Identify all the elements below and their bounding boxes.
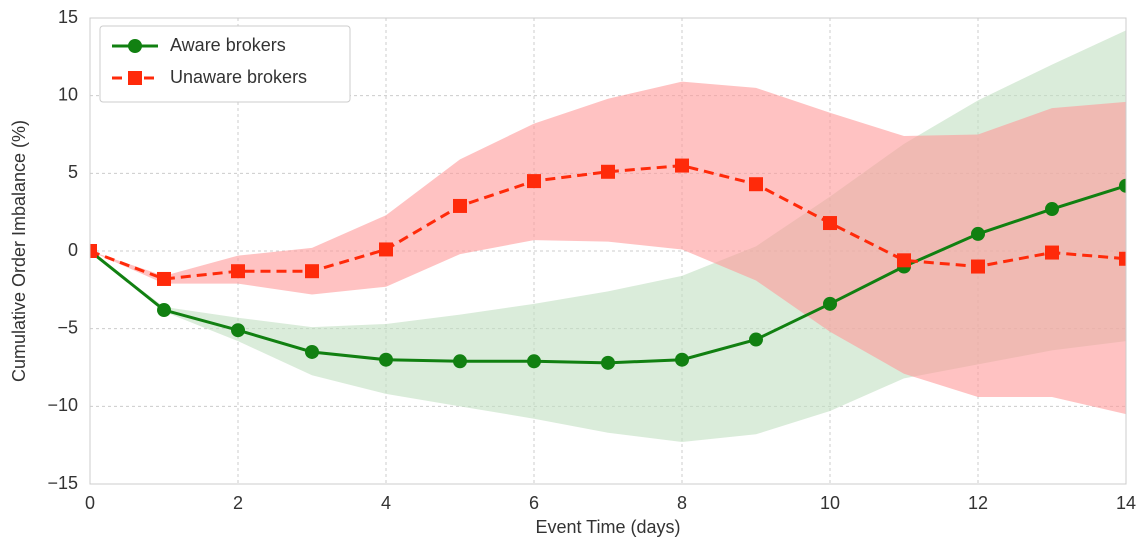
legend-label: Unaware brokers: [170, 67, 307, 87]
legend-box: [99, 25, 351, 103]
legend-label: Aware brokers: [170, 35, 286, 55]
y-axis-label: Cumulative Order Imbalance (%): [9, 120, 29, 382]
marker: [90, 244, 97, 258]
marker: [749, 177, 763, 192]
marker: [453, 198, 467, 213]
y-tick-label: 10: [58, 84, 78, 104]
marker: [971, 226, 985, 241]
y-tick-label: 0: [68, 240, 78, 260]
confidence-band: [90, 81, 1126, 415]
marker: [157, 303, 171, 318]
legend-marker: [128, 71, 142, 85]
series-line: [90, 164, 1126, 281]
marker: [675, 352, 689, 367]
y-tick-label: −10: [47, 395, 78, 415]
marker: [675, 158, 689, 173]
x-tick-label: 2: [233, 493, 243, 513]
x-tick-label: 6: [529, 493, 539, 513]
marker: [749, 332, 763, 347]
marker: [823, 296, 837, 311]
marker: [305, 264, 319, 279]
plot-frame: [89, 17, 1127, 485]
x-tick-label: 12: [968, 493, 988, 513]
marker: [231, 264, 245, 279]
marker: [601, 164, 615, 179]
x-tick-label: 4: [381, 493, 391, 513]
marker: [527, 174, 541, 189]
y-tick-label: −5: [57, 317, 78, 337]
x-tick-label: 8: [677, 493, 687, 513]
x-tick-label: 10: [820, 493, 840, 513]
marker: [1045, 202, 1059, 217]
marker: [527, 354, 541, 369]
legend-marker: [128, 39, 142, 53]
marker: [897, 253, 911, 268]
y-tick-label: 15: [58, 7, 78, 27]
marker: [971, 259, 985, 274]
legend: Aware brokers Unaware brokers: [99, 25, 351, 103]
marker: [1119, 251, 1126, 266]
marker: [305, 344, 319, 359]
x-tick-label: 14: [1116, 493, 1136, 513]
y-tick-label: −15: [47, 473, 78, 493]
marker: [157, 271, 171, 286]
marker: [601, 355, 615, 370]
plot: [90, 30, 1126, 443]
marker: [379, 352, 393, 367]
x-tick-label: 0: [85, 493, 95, 513]
x-axis-label: Event Time (days): [535, 517, 680, 537]
marker: [1119, 178, 1126, 193]
marker: [453, 354, 467, 369]
marker: [1045, 245, 1059, 260]
marker: [231, 323, 245, 338]
marker: [379, 242, 393, 257]
y-tick-label: 5: [68, 162, 78, 182]
marker: [823, 216, 837, 231]
